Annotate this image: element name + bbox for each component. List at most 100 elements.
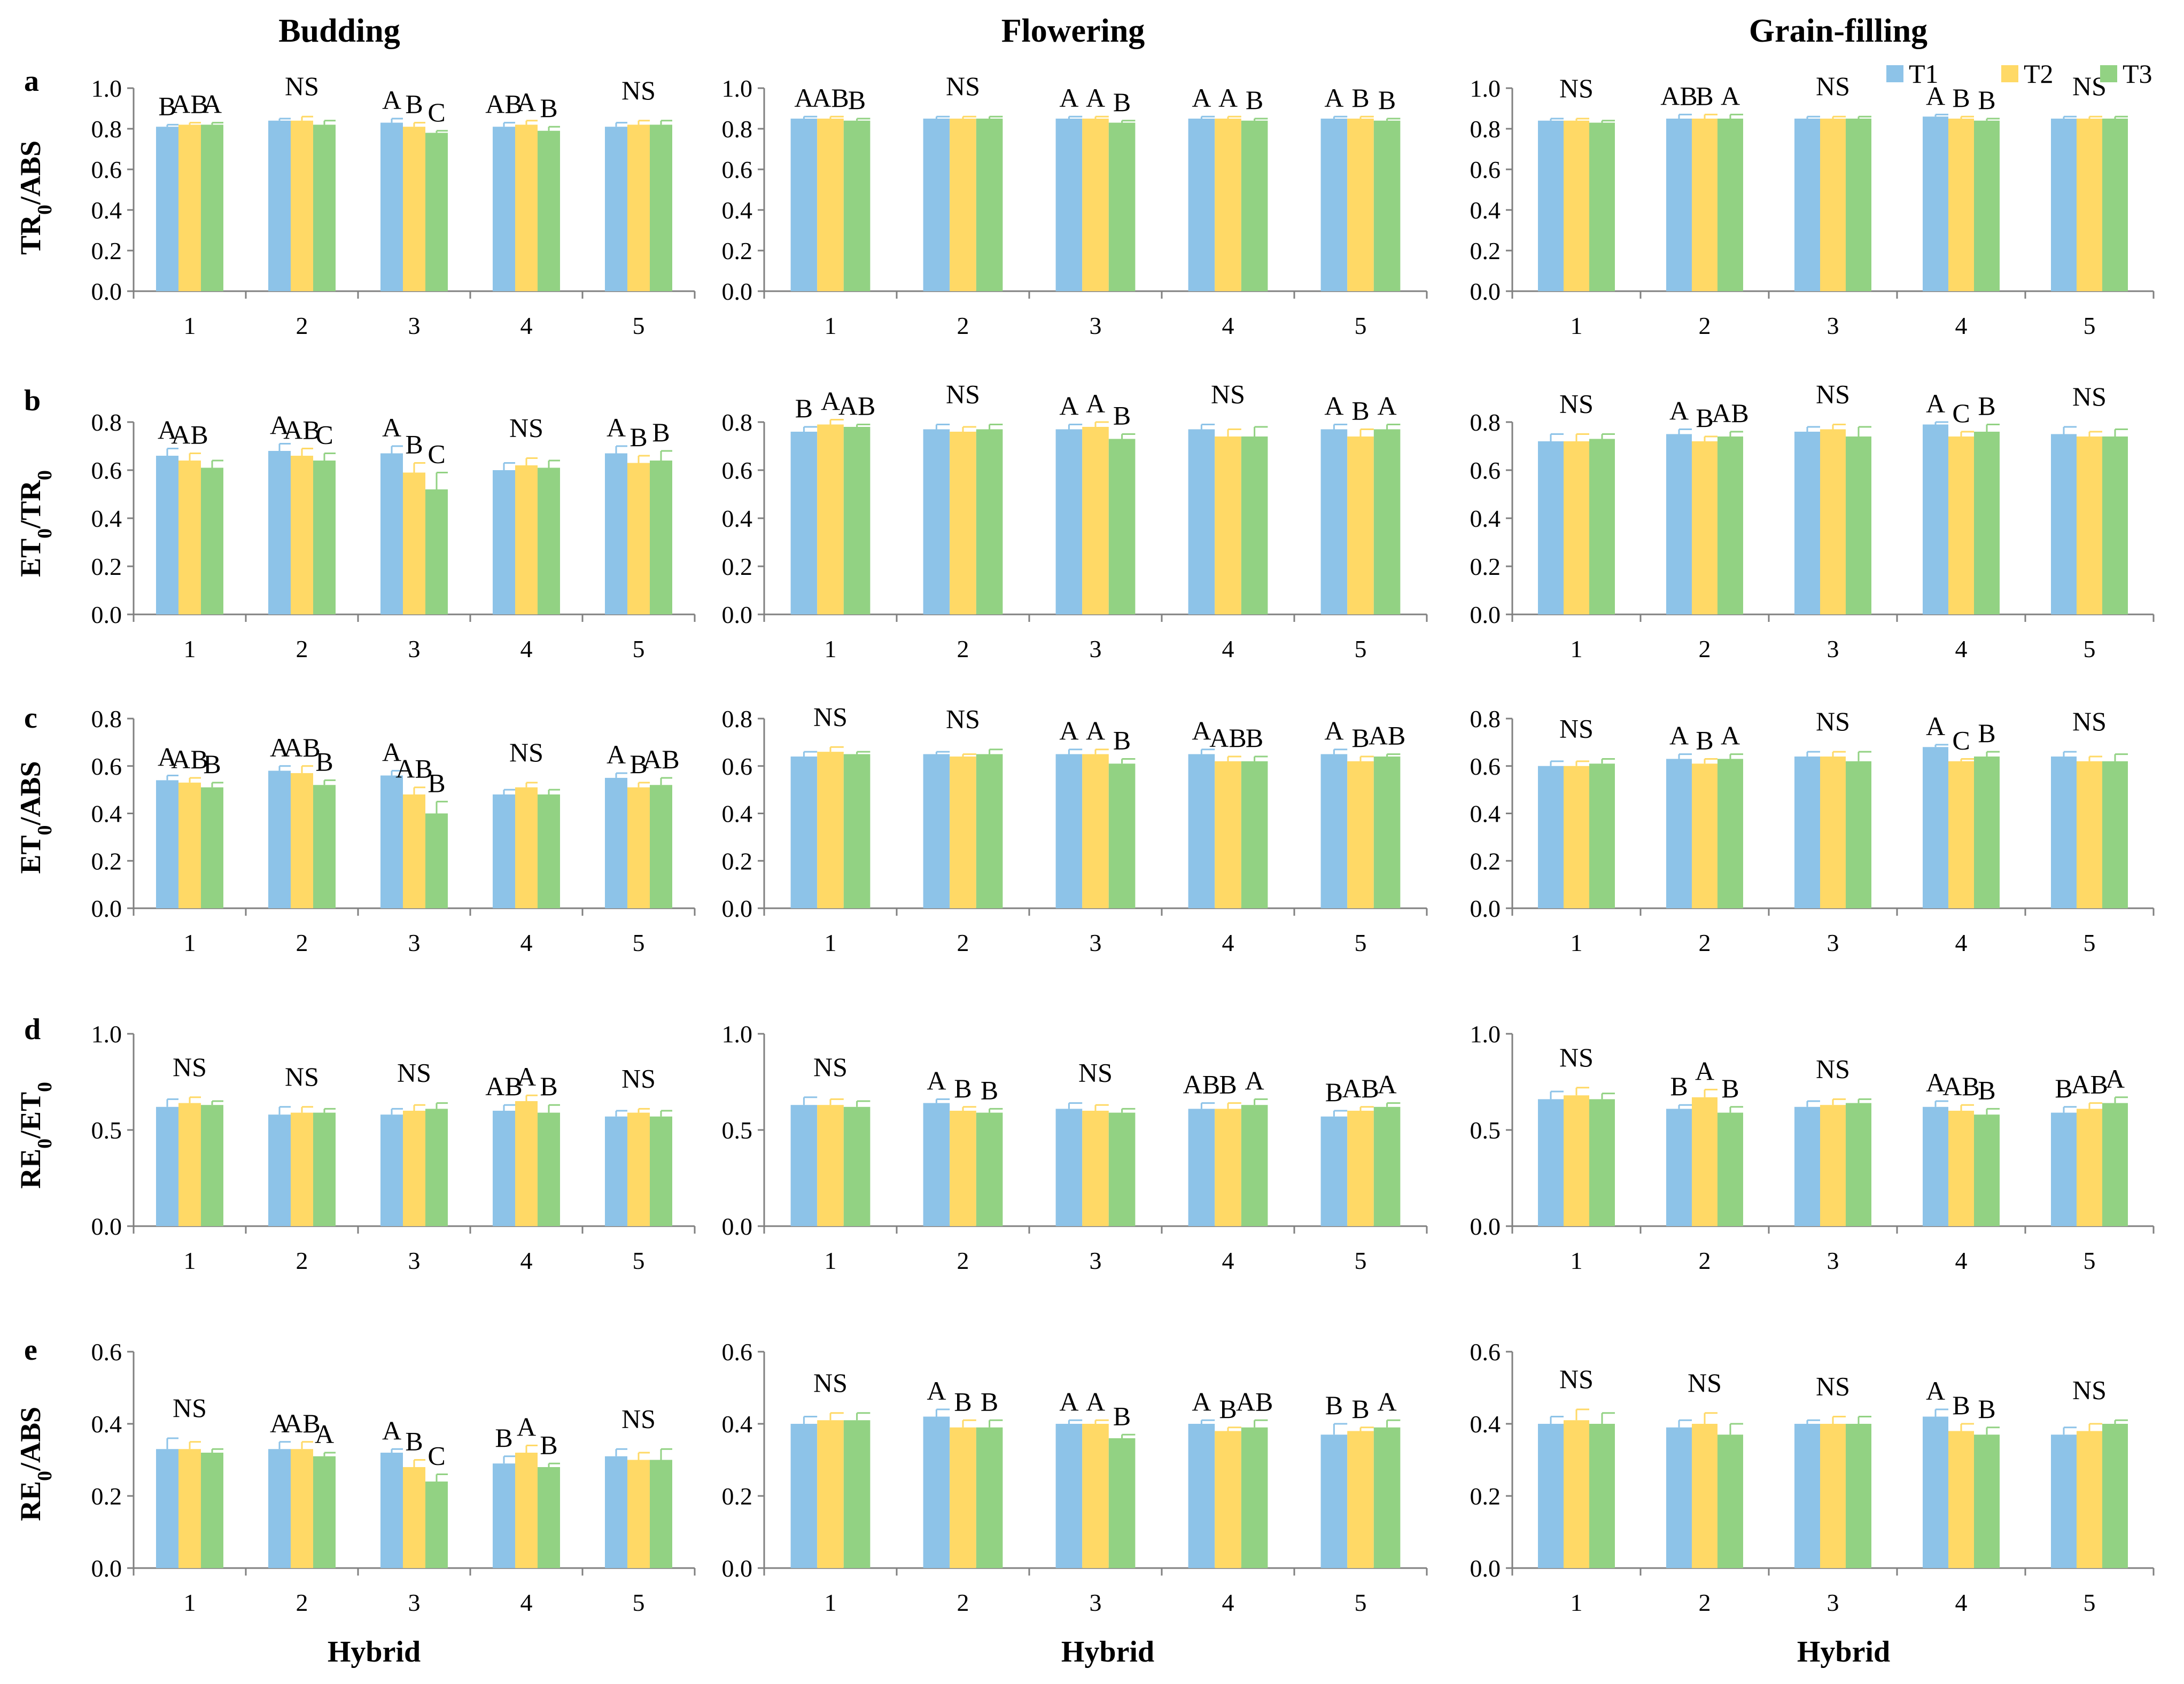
significance-letter: NS [173,1393,207,1423]
bar-t2-hybrid-2 [950,757,976,908]
ylabel-part: ET [14,836,46,874]
significance-letter: NS [1559,713,1594,743]
bar-t1-hybrid-2 [268,451,291,614]
y-tick-label: 0.6 [722,457,753,484]
bar-t3-hybrid-4 [538,467,560,614]
bar-t2-hybrid-4 [1215,1431,1241,1568]
bar-t1-hybrid-4 [493,794,515,908]
x-tick-label: 4 [1222,1589,1234,1616]
bar-t2-hybrid-4 [1948,119,1974,291]
y-tick-label: 0.0 [91,278,122,305]
significance-letter: AB [1660,81,1697,111]
significance-letter: B [1219,1394,1237,1424]
x-tick-label: 3 [408,635,421,662]
significance-letter: AB [171,89,208,119]
significance-letter: NS [1816,1371,1850,1401]
bar-t1-hybrid-3 [1055,1109,1083,1226]
bar-t2-hybrid-3 [403,472,425,614]
bar-t1-hybrid-1 [1538,1424,1564,1568]
significance-letter: A [1926,388,1945,418]
x-tick-label: 5 [633,1589,645,1616]
significance-letter: A [1059,716,1078,746]
significance-letter: NS [1559,1042,1594,1072]
x-tick-label: 3 [408,1589,421,1616]
significance-letter: B [1952,1390,1970,1420]
bar-t1-hybrid-2 [1666,1109,1692,1226]
bar-t1-hybrid-1 [1538,1099,1564,1226]
legend-swatch-t2 [2001,65,2018,82]
bar-t2-hybrid-4 [515,124,538,291]
bar-t3-hybrid-5 [650,785,672,908]
ylabel-part: RE [14,1149,46,1189]
bar-t3-hybrid-1 [843,427,871,614]
significance-letter: AB [1712,398,1748,428]
row-letter-d: d [24,1013,41,1046]
significance-letter: B [1978,85,1995,115]
significance-letter: A [1926,711,1945,741]
bar-t1-hybrid-4 [1188,1424,1215,1568]
y-tick-label: 0.2 [91,1483,122,1510]
significance-letter: AB [812,83,849,113]
bar-t3-hybrid-1 [1589,1424,1615,1568]
bar-t1-hybrid-5 [2051,434,2077,614]
bar-t1-hybrid-1 [156,1449,178,1568]
significance-letter: AB [171,420,208,450]
y-tick-label: 0.0 [722,601,753,628]
bar-t2-hybrid-2 [291,773,313,908]
x-tick-label: 5 [1355,1589,1367,1616]
significance-letter: A [1378,1070,1397,1100]
significance-letter: NS [1211,379,1245,409]
bar-t2-hybrid-4 [1215,436,1241,614]
significance-letter: AB [171,744,208,774]
x-tick-label: 4 [1222,312,1234,339]
x-tick-label: 5 [633,929,645,956]
bar-t3-hybrid-1 [201,787,223,908]
y-tick-label: 0.8 [722,705,753,732]
bar-t2-hybrid-2 [1692,441,1717,614]
significance-letter: B [1978,1394,1995,1424]
bar-t3-hybrid-1 [201,1453,223,1568]
y-tick-label: 0.0 [1470,895,1501,922]
x-tick-label: 5 [1355,1247,1367,1274]
bar-t2-hybrid-4 [1948,1431,1974,1568]
y-tick-label: 0.8 [91,409,122,436]
x-tick-label: 2 [1699,312,1711,339]
x-tick-label: 4 [520,312,533,339]
y-tick-label: 0.5 [91,1117,122,1144]
bar-t2-hybrid-5 [1347,119,1374,291]
bar-t2-hybrid-3 [403,127,425,291]
bar-t3-hybrid-1 [1589,122,1615,291]
bar-t3-hybrid-2 [976,754,1003,908]
bar-t1-hybrid-2 [923,1103,950,1226]
significance-letter: B [203,749,221,779]
bar-t1-hybrid-1 [1538,120,1564,292]
x-tick-label: 3 [1827,312,1839,339]
bar-t3-hybrid-4 [538,794,560,908]
bar-t2-hybrid-4 [515,1453,538,1568]
bar-t3-hybrid-5 [650,1116,672,1226]
y-tick-label: 0.0 [722,895,753,922]
bar-t1-hybrid-4 [1923,1106,1948,1226]
bar-t2-hybrid-2 [291,120,313,292]
significance-letter: AB [485,89,522,119]
x-tick-label: 3 [408,929,421,956]
bar-t1-hybrid-2 [1666,759,1692,908]
significance-letter: AB [838,391,875,421]
x-tick-label: 2 [1699,635,1711,662]
bar-t2-hybrid-1 [1564,120,1589,292]
significance-letter: B [981,1075,998,1105]
y-tick-label: 0.5 [722,1117,753,1144]
bar-t1-hybrid-1 [1538,766,1564,908]
x-tick-label: 1 [1571,1247,1583,1274]
y-tick-label: 0.2 [1470,237,1501,264]
significance-letter: A [1926,81,1945,111]
bar-t3-hybrid-3 [1846,1103,1871,1226]
significance-letter: C [428,1441,445,1471]
x-tick-label: 1 [184,312,196,339]
y-tick-label: 0.8 [1470,705,1501,732]
y-tick-label: 0.4 [91,197,122,224]
bar-t3-hybrid-4 [1974,1434,2000,1568]
significance-letter: B [2055,1073,2072,1103]
